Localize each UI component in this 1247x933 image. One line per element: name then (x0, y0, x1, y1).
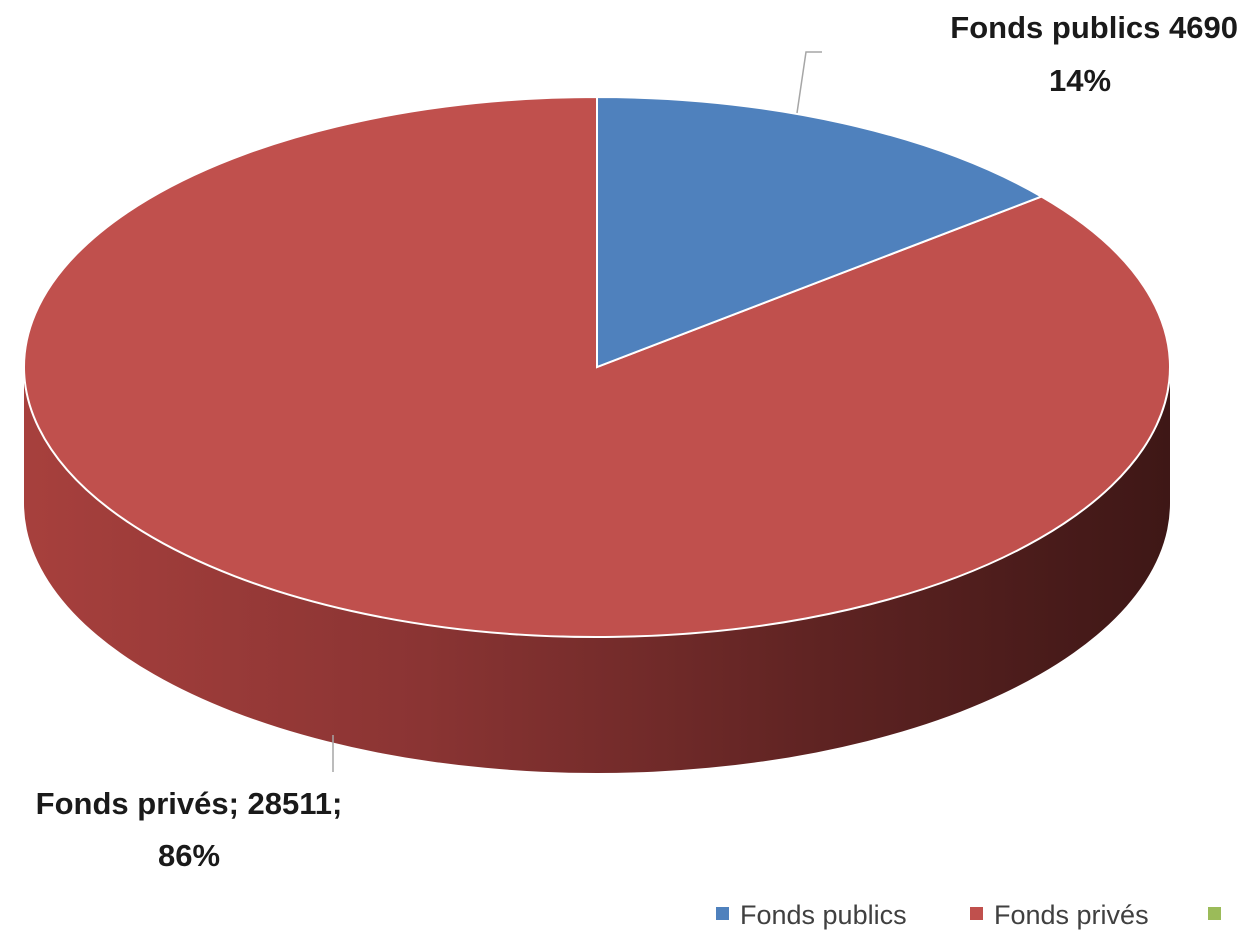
data-label-fonds-publics-name: Fonds publics 4690 (950, 10, 1238, 45)
data-label-fonds-prives-name: Fonds privés; 28511; (36, 786, 343, 821)
pie-slice-side-fonds-prives (24, 367, 1170, 773)
legend-swatch-fonds-publics (716, 907, 729, 920)
pie-slice-fonds-publics (596, 95, 1044, 369)
legend: Fonds publics Fonds privés (716, 900, 1221, 930)
legend-label-fonds-prives: Fonds privés (994, 900, 1149, 930)
data-label-fonds-prives-percent: 86% (158, 838, 220, 873)
legend-swatch-fonds-prives (970, 907, 983, 920)
legend-label-fonds-publics: Fonds publics (740, 900, 907, 930)
legend-swatch-series-3 (1208, 907, 1221, 920)
leader-line-fonds-publics (796, 51, 822, 114)
data-label-fonds-publics-percent: 14% (1049, 63, 1111, 98)
